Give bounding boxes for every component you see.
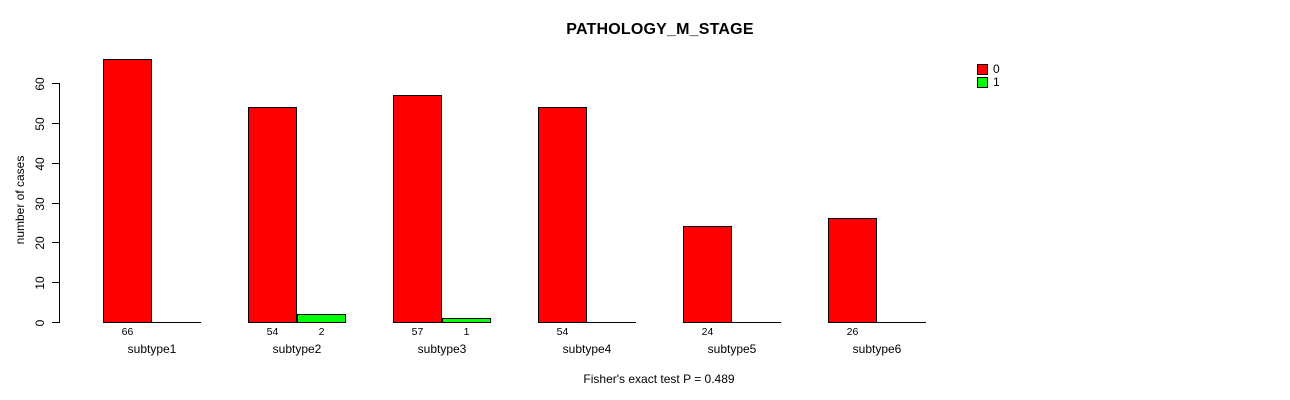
x-category-label: subtype1 [127, 342, 177, 356]
bar-subtype3-series-0 [393, 95, 442, 323]
bar-subtype2-series-0 [248, 107, 297, 323]
legend-item: 1 [977, 76, 1000, 88]
bar-subtype3-series-1 [442, 318, 491, 323]
x-category-label: subtype3 [417, 342, 467, 356]
x-category-label: subtype5 [707, 342, 757, 356]
y-tick-label: 40 [33, 156, 47, 171]
bar-subtype2-series-1 [297, 314, 346, 323]
legend-item: 0 [977, 63, 1000, 75]
legend-label: 1 [993, 75, 1000, 89]
group-baseline [103, 322, 201, 323]
legend-color-swatch [977, 76, 988, 88]
legend-color-swatch [977, 63, 988, 75]
x-category-label: subtype6 [852, 342, 902, 356]
y-tick-label: 60 [33, 76, 47, 91]
bar-value-label: 2 [318, 326, 325, 338]
bar-value-label: 1 [463, 326, 470, 338]
chart-title: PATHOLOGY_M_STAGE [566, 21, 754, 38]
bar-value-label: 26 [846, 326, 859, 338]
y-tick-label: 50 [33, 116, 47, 131]
bar-subtype4-series-0 [538, 107, 587, 323]
y-tick-mark [52, 163, 59, 164]
group-baseline [828, 322, 926, 323]
y-tick-mark [52, 203, 59, 204]
bar-subtype5-series-0 [683, 226, 732, 323]
y-tick-label: 20 [33, 235, 47, 250]
bar-value-label: 24 [701, 326, 714, 338]
y-tick-mark [52, 322, 59, 323]
bar-subtype6-series-0 [828, 218, 877, 323]
group-baseline [683, 322, 781, 323]
x-category-label: subtype4 [562, 342, 612, 356]
bar-subtype1-series-0 [103, 59, 152, 323]
y-tick-label: 10 [33, 275, 47, 290]
bar-value-label: 66 [121, 326, 134, 338]
bar-value-label: 54 [266, 326, 279, 338]
y-tick-label: 30 [33, 196, 47, 211]
y-axis-line [59, 83, 60, 323]
y-axis-label: number of cases [13, 155, 27, 245]
legend-label: 0 [993, 62, 1000, 76]
stat-test-caption: Fisher's exact test P = 0.489 [583, 372, 735, 386]
y-tick-label: 0 [33, 319, 47, 326]
bar-value-label: 54 [556, 326, 569, 338]
y-tick-mark [52, 282, 59, 283]
bar-value-label: 57 [411, 326, 424, 338]
y-tick-mark [52, 123, 59, 124]
y-tick-mark [52, 83, 59, 84]
y-tick-mark [52, 242, 59, 243]
x-category-label: subtype2 [272, 342, 322, 356]
group-baseline [538, 322, 636, 323]
